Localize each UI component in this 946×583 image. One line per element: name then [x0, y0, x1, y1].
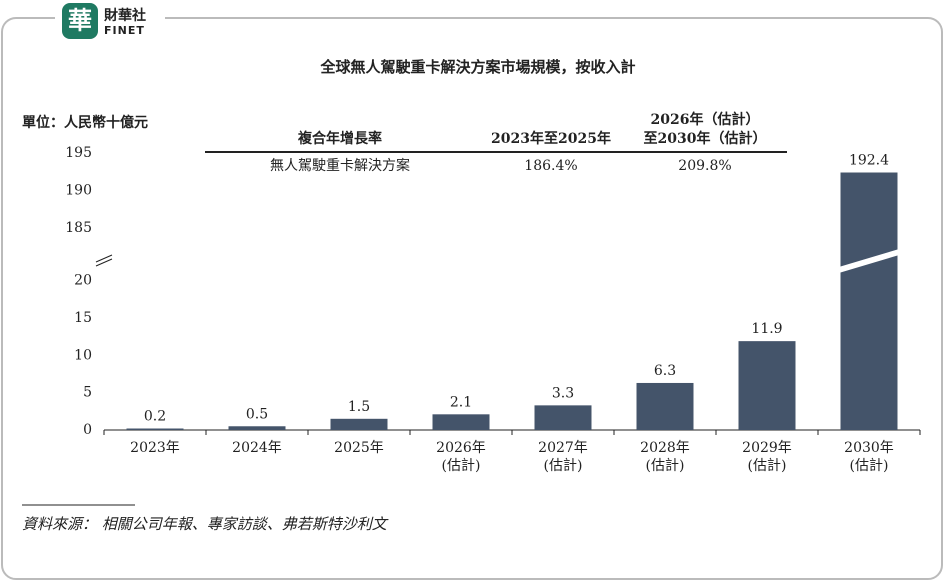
value-label: 2.1: [450, 394, 472, 410]
x-tick-label: 2030年: [844, 440, 894, 456]
y-tick-label: 20: [74, 273, 92, 289]
bar: [738, 341, 796, 430]
table-cell: 186.4%: [524, 158, 577, 174]
x-tick-label: 2024年: [232, 440, 282, 456]
x-tick-label: 2029年: [742, 440, 792, 456]
bar: [228, 426, 286, 430]
axis-break: [95, 254, 113, 267]
y-tick-label: 0: [83, 422, 92, 438]
y-tick-label: 185: [65, 220, 92, 236]
bar: [840, 172, 898, 430]
bar: [636, 382, 694, 430]
x-tick-label: (估計): [850, 458, 889, 474]
table-header: 2023年至2025年: [491, 130, 611, 147]
x-tick-label: 2027年: [538, 440, 588, 456]
value-label: 192.4: [849, 153, 889, 169]
value-label: 11.9: [751, 321, 782, 337]
x-tick-label: 2023年: [130, 440, 180, 456]
value-label: 6.3: [654, 363, 676, 379]
value-label: 1.5: [348, 399, 370, 415]
x-tick-label: 2025年: [334, 440, 384, 456]
bar: [534, 405, 592, 430]
value-label: 0.5: [246, 406, 268, 422]
x-tick-label: 2028年: [640, 440, 690, 456]
bar: [126, 428, 184, 430]
value-label: 3.3: [552, 385, 574, 401]
chart-title: 全球無人駕駛重卡解決方案市場規模，按收入計: [319, 58, 635, 76]
logo-latin: FINET: [104, 24, 145, 37]
bar-break: [835, 248, 903, 274]
logo-name: 財華社: [103, 7, 146, 24]
x-tick-label: 2026年: [436, 440, 486, 456]
table-header: 至2030年（估計）: [644, 130, 767, 147]
y-tick-label: 10: [74, 347, 92, 363]
x-tick-label: (估計): [646, 458, 685, 474]
y-tick-label: 5: [83, 385, 92, 401]
bar: [330, 418, 388, 430]
x-tick-label: (估計): [544, 458, 583, 474]
unit-label: 單位：人民幣十億元: [22, 114, 148, 131]
table-cell: 209.8%: [678, 158, 731, 174]
y-tick-label: 195: [65, 145, 92, 161]
y-tick-label: 190: [65, 183, 92, 199]
x-tick-label: (估計): [442, 458, 481, 474]
table-header: 複合年增長率: [297, 130, 382, 147]
table-cell: 無人駕駛重卡解決方案: [270, 157, 410, 174]
logo-badge: [62, 3, 98, 39]
x-tick-label: (估計): [748, 458, 787, 474]
value-label: 0.2: [144, 409, 166, 425]
table-header: 2026年（估計）: [651, 111, 760, 128]
bar: [432, 414, 490, 430]
y-tick-label: 15: [74, 310, 92, 326]
source: 資料來源： 相關公司年報、專家訪談、弗若斯特沙利文: [22, 515, 389, 533]
logo-mark: 華: [68, 6, 92, 35]
frame: [1, 17, 943, 580]
